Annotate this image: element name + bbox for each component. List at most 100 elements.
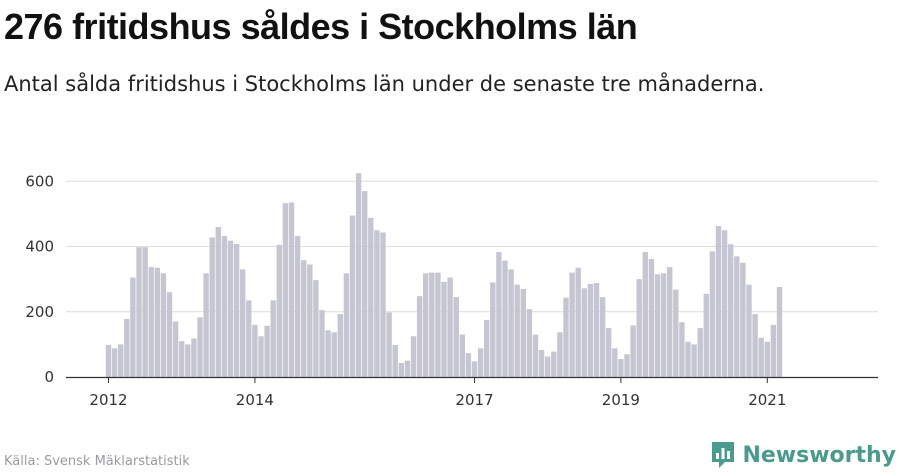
bar xyxy=(270,300,276,377)
bar xyxy=(734,256,740,377)
bar xyxy=(538,349,545,377)
bar xyxy=(252,324,258,377)
bar xyxy=(685,341,691,377)
bar xyxy=(233,243,240,377)
bar xyxy=(508,269,514,377)
bar xyxy=(746,284,752,377)
bar xyxy=(679,322,685,377)
bar xyxy=(758,337,764,377)
bar xyxy=(118,344,124,377)
source-note: Källa: Svensk Mäklarstatistik xyxy=(4,454,190,469)
bar xyxy=(612,348,618,377)
bar xyxy=(386,312,392,377)
bar xyxy=(215,226,221,377)
bar xyxy=(148,267,154,377)
bar xyxy=(618,359,624,377)
y-tick-label: 200 xyxy=(25,303,54,321)
labels: 0 200 400 600 2012 2014 2017 2019 2021 276 xyxy=(25,0,801,409)
bar xyxy=(484,319,490,377)
chart-title: 276 fritidshus såldes i Stockholms län xyxy=(4,6,638,47)
x-tick-label: 2021 xyxy=(748,391,786,409)
bar xyxy=(502,260,508,377)
bar xyxy=(172,321,179,377)
bar xyxy=(294,236,301,377)
bar xyxy=(532,334,539,377)
bar xyxy=(362,191,368,377)
bar xyxy=(563,297,569,377)
bar-chart: 0 200 400 600 2012 2014 2017 2019 2021 276 xyxy=(25,0,878,409)
bar xyxy=(368,217,374,377)
bar xyxy=(740,262,746,377)
y-tick-label: 600 xyxy=(25,172,54,190)
bar xyxy=(624,354,630,377)
bar xyxy=(599,297,606,377)
brand-name: Newsworthy xyxy=(742,442,896,468)
bar xyxy=(471,361,478,377)
bar xyxy=(160,273,167,377)
bar xyxy=(398,362,404,377)
bar xyxy=(124,318,130,377)
gridlines xyxy=(66,180,878,313)
bar xyxy=(258,336,264,377)
bar xyxy=(429,272,435,377)
bar xyxy=(709,251,716,377)
bar xyxy=(307,264,313,377)
bar xyxy=(111,348,118,377)
bar xyxy=(410,336,417,377)
bar xyxy=(569,272,575,377)
bar xyxy=(691,344,697,377)
bar xyxy=(435,272,441,377)
bar xyxy=(288,202,295,377)
bar xyxy=(416,296,423,377)
bar xyxy=(142,247,148,377)
bar xyxy=(105,345,112,377)
bar xyxy=(374,230,380,377)
bar xyxy=(331,332,337,377)
bar xyxy=(514,284,520,377)
bar xyxy=(721,230,728,377)
bar xyxy=(770,324,777,377)
bar xyxy=(319,310,325,377)
bar xyxy=(477,348,484,377)
bar xyxy=(441,281,447,377)
bar xyxy=(636,279,642,377)
bar xyxy=(703,293,709,377)
bar xyxy=(587,284,594,377)
bar xyxy=(642,252,648,377)
bar xyxy=(191,338,197,377)
newsworthy-chart-icon xyxy=(712,442,735,468)
bar xyxy=(380,232,386,377)
bar xyxy=(325,330,331,377)
bar xyxy=(246,300,252,377)
bar xyxy=(490,282,496,377)
y-tick-label: 400 xyxy=(25,238,54,256)
bar xyxy=(154,267,160,377)
bar xyxy=(667,267,673,377)
bar xyxy=(581,288,587,377)
bar xyxy=(606,328,612,377)
bar xyxy=(447,277,453,377)
bar xyxy=(764,341,770,377)
x-tick-label: 2017 xyxy=(455,391,493,409)
bar xyxy=(166,292,173,377)
bar xyxy=(130,277,136,377)
bar xyxy=(654,274,661,377)
x-tick-label: 2014 xyxy=(236,391,274,409)
bar xyxy=(337,314,343,377)
chart-subtitle: Antal sålda fritidshus i Stockholms län … xyxy=(4,72,765,96)
bar xyxy=(301,260,307,377)
x-tick-label: 2012 xyxy=(89,391,127,409)
bar xyxy=(526,309,533,377)
x-tick-label: 2019 xyxy=(602,391,640,409)
bar xyxy=(264,325,270,377)
bar xyxy=(593,283,600,377)
bar xyxy=(355,173,362,377)
bar xyxy=(648,258,655,377)
bar xyxy=(313,280,319,377)
bar xyxy=(197,317,203,377)
bar xyxy=(209,237,215,377)
bar xyxy=(715,225,722,377)
bar xyxy=(392,345,398,377)
bar xyxy=(349,215,356,377)
bar xyxy=(776,286,783,377)
